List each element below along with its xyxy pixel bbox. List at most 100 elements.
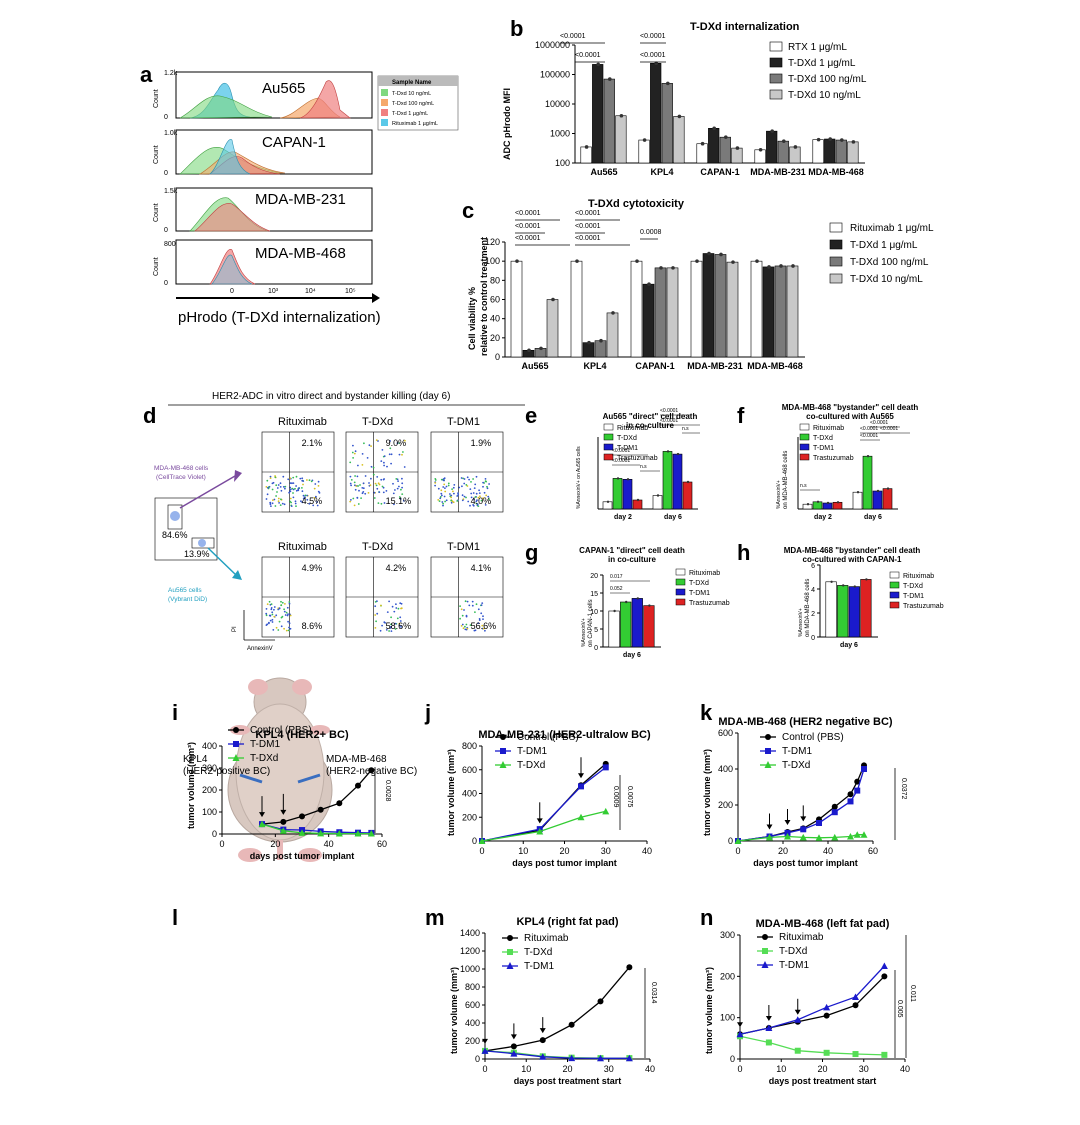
panel-m-pvalue: 0.0314 xyxy=(650,982,657,1004)
panel-b-bar-point xyxy=(700,141,705,146)
flow-event-dot xyxy=(385,629,388,631)
flow-event-dot xyxy=(484,504,487,506)
flow-event-dot xyxy=(460,477,463,479)
panel-j-point xyxy=(478,837,486,844)
panel-j-treatment-arrowhead xyxy=(536,818,543,824)
panel-c-bar xyxy=(630,260,643,358)
panel-c-bar-point xyxy=(515,259,519,263)
panel-n-treatment-arrowhead xyxy=(737,1022,743,1028)
flow-event-dot xyxy=(362,491,365,493)
panel-k-point xyxy=(766,833,773,841)
flow-event-dot xyxy=(462,477,464,480)
panel-m-y-tick-label: 400 xyxy=(465,1018,480,1028)
panel-c-legend-label: T-DXd 10 ng/mL xyxy=(850,274,923,285)
panel-e-bar-point xyxy=(686,480,690,484)
flow-event-dot xyxy=(400,488,402,491)
flow-event-dot xyxy=(269,501,272,504)
panel-m-treatment-arrowhead xyxy=(510,1034,517,1040)
panel-n-series-line xyxy=(739,1035,885,1056)
panel-c-title: T-DXd cytotoxicity xyxy=(588,198,685,210)
flow-event-dot xyxy=(290,505,293,507)
au-label-2: (Vybrant DiD) xyxy=(168,596,207,603)
panel-n-legend-marker xyxy=(762,934,768,940)
flow-event-dot xyxy=(362,482,365,485)
flow-event-dot xyxy=(376,487,379,490)
panel-e-legend-swatch xyxy=(603,443,614,451)
panel-m-x-tick-label: 10 xyxy=(521,1064,531,1074)
flow-event-dot xyxy=(388,630,390,632)
panel-c-y-tick-label: 40 xyxy=(490,314,500,324)
panel-b-bar-point xyxy=(816,137,821,142)
flow-event-dot xyxy=(451,488,453,490)
panel-j-x-tick-label: 40 xyxy=(642,846,652,856)
panel-k-treatment-arrowhead xyxy=(784,820,791,825)
panel-b-bar-point xyxy=(770,129,774,133)
flow-event-dot xyxy=(381,485,384,488)
flow-event-dot xyxy=(459,605,461,607)
flow-event-dot xyxy=(266,479,269,482)
flow-event-dot xyxy=(438,500,441,502)
flow-plot-grid: Rituximab 2.1% 4.5% T-DXd 9.0% 15.1% T-DM1 1.9%… xyxy=(261,416,504,638)
flow-event-dot xyxy=(306,479,308,481)
flow-event-dot xyxy=(480,612,483,615)
flow-event-dot xyxy=(460,625,463,627)
flow-event-dot xyxy=(304,494,307,497)
panel-k-x-tick-label: 0 xyxy=(735,846,740,856)
flow-event-dot xyxy=(289,486,292,489)
flow-event-dot xyxy=(364,492,367,495)
flow-event-dot xyxy=(358,489,360,492)
panel-j-pvalue: 0.0009 xyxy=(612,786,619,808)
flow-event-dot xyxy=(350,479,353,481)
panel-g-title-1: CAPAN-1 "direct" cell death xyxy=(579,546,685,555)
flow-event-dot xyxy=(374,605,377,608)
flow-event-dot xyxy=(289,488,292,491)
panel-c-bar xyxy=(582,342,595,358)
panel-b-bar xyxy=(777,140,789,164)
flow-event-dot xyxy=(295,485,297,487)
hist-y-tick: 1.5k xyxy=(164,188,178,195)
flow-event-dot xyxy=(473,629,476,632)
flow-event-dot xyxy=(287,629,290,632)
flow-event-dot xyxy=(270,608,273,611)
flow-event-dot xyxy=(440,492,443,495)
flow-event-dot xyxy=(383,461,385,464)
hist-y-tick: 1.0k xyxy=(164,130,178,137)
panel-h-ylabel-2: on MDA-MB-468 cells xyxy=(805,579,811,637)
panel-c-bar-point xyxy=(767,265,771,269)
panel-c-sig-label: <0.0001 xyxy=(575,235,601,242)
panel-j-y-tick-label: 800 xyxy=(462,741,477,751)
panel-j-x-tick-label: 0 xyxy=(479,846,484,856)
panel-b-y-tick-label: 100000 xyxy=(540,70,570,80)
flow-event-dot xyxy=(283,610,286,613)
flow-event-dot xyxy=(375,620,377,623)
panel-n-legend-label: T-DM1 xyxy=(779,960,809,971)
panel-m-y-tick-label: 1400 xyxy=(460,928,480,938)
flow-event-dot xyxy=(401,477,403,480)
hist-cell-name: MDA-MB-468 xyxy=(255,245,346,262)
flow-event-dot xyxy=(359,484,361,486)
flow-event-dot xyxy=(362,487,365,490)
panel-n-y-tick-label: 100 xyxy=(720,1013,735,1023)
panel-m-point xyxy=(568,1054,576,1062)
panel-b-legend-label: T-DXd 10 ng/mL xyxy=(788,90,861,101)
panel-m-x-tick-label: 20 xyxy=(562,1064,572,1074)
panel-b-legend-swatch xyxy=(769,73,783,84)
flow-event-dot xyxy=(379,629,382,632)
flow-event-dot xyxy=(289,614,292,617)
flow-event-dot xyxy=(473,487,476,489)
panel-m-legend-label: T-DM1 xyxy=(524,961,554,972)
flow-event-dot xyxy=(349,475,352,478)
panel-c-legend-swatch xyxy=(829,239,843,250)
panel-c-ylabel-1: Cell viability % xyxy=(467,287,477,350)
flow-event-dot xyxy=(453,492,455,495)
flow-event-dot xyxy=(352,497,355,500)
panel-c-legend-swatch xyxy=(829,256,843,267)
panel-e-legend-swatch xyxy=(603,423,614,431)
flow-event-dot xyxy=(294,500,297,503)
flow-event-dot xyxy=(375,439,378,441)
flow-event-dot xyxy=(302,494,305,497)
panel-m-point xyxy=(597,998,604,1005)
flow-event-dot xyxy=(390,453,393,456)
flow-event-dot xyxy=(271,611,274,614)
flow-event-dot xyxy=(282,486,285,488)
